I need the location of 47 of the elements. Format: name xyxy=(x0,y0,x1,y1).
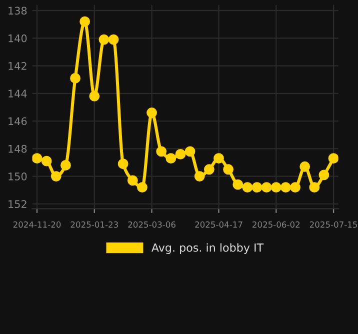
x-tick-label: 2024-11-20 xyxy=(13,221,61,228)
point xyxy=(118,158,128,170)
point xyxy=(156,146,167,157)
point xyxy=(328,153,338,164)
legend-label: Avg. pos. in lobby IT xyxy=(151,243,264,254)
y-tick-label: 152 xyxy=(8,200,26,208)
y-tick-label: 138 xyxy=(8,6,27,15)
x-tick-label: 2025-04-17 xyxy=(195,221,242,228)
x-tick-label: 2025-01-23 xyxy=(70,221,118,228)
point xyxy=(270,182,282,193)
x-tick-label: 2025-03-06 xyxy=(128,221,176,228)
point xyxy=(50,171,62,182)
point xyxy=(214,153,224,164)
x-tick-label: 2025-06-02 xyxy=(252,221,300,228)
y-tick-label: 148 xyxy=(8,144,27,153)
point xyxy=(60,160,71,170)
point xyxy=(98,34,110,45)
point xyxy=(108,34,119,45)
point xyxy=(204,164,214,175)
point xyxy=(280,182,291,193)
point xyxy=(318,170,330,180)
point xyxy=(290,182,300,193)
point xyxy=(252,182,262,193)
x-tick-label: 2025-07-15 xyxy=(310,221,358,228)
point xyxy=(166,153,176,164)
y-tick-label: 150 xyxy=(8,172,27,180)
point xyxy=(137,182,148,193)
point xyxy=(127,175,138,186)
point xyxy=(194,171,205,182)
point xyxy=(242,182,253,193)
y-tick-label: 144 xyxy=(8,90,27,98)
point xyxy=(80,16,90,27)
point xyxy=(32,153,42,164)
point xyxy=(261,182,272,193)
point xyxy=(70,73,80,84)
point xyxy=(175,148,186,160)
point xyxy=(309,182,320,193)
y-tick-label: 146 xyxy=(8,117,27,126)
point xyxy=(232,179,244,190)
point xyxy=(300,161,310,172)
point xyxy=(223,164,234,175)
point xyxy=(41,156,52,166)
point xyxy=(89,90,100,102)
point xyxy=(146,108,157,118)
y-tick-label: 140 xyxy=(8,34,27,42)
y-tick-label: 142 xyxy=(8,62,26,70)
point xyxy=(184,146,196,157)
